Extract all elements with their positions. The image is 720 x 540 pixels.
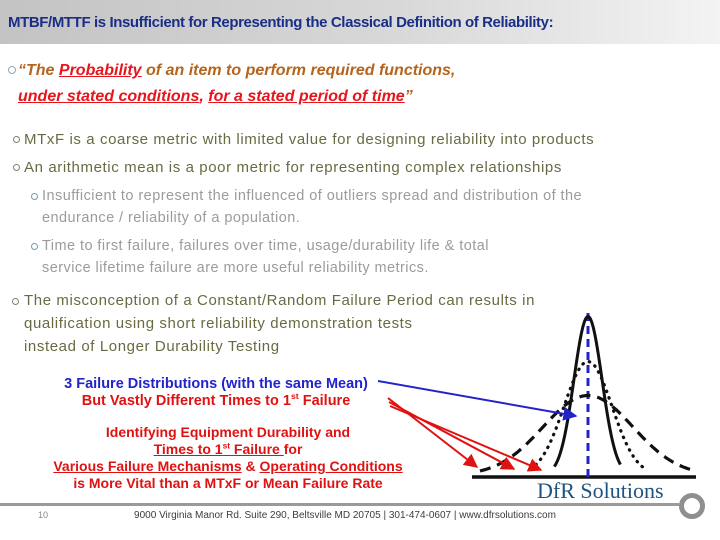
durability-statement: Identifying Equipment Durability and Tim…: [8, 424, 448, 492]
callout-same-mean: 3 Failure Distributions (with the same M…: [64, 376, 368, 392]
bullet-marker: [8, 66, 16, 74]
footer-divider: [0, 503, 679, 506]
bullet-marker: [13, 164, 20, 171]
quote-period: for a stated period of time: [208, 88, 405, 105]
quote-comma: ,: [199, 88, 209, 105]
bullet-item-insufficient-line2: endurance / reliability of a population.: [42, 210, 301, 226]
quote-probability: Probability: [58, 62, 142, 79]
distribution-callout: 3 Failure Distributions (with the same M…: [4, 376, 428, 410]
slide-title: MTBF/MTTF is Insufficient for Representi…: [8, 13, 554, 31]
durability-line2-rest: for: [283, 441, 303, 457]
callout-first-failure: But Vastly Different Times to 1st Failur…: [4, 391, 428, 410]
callout-first-failure-tail: Failure: [298, 393, 351, 409]
durability-line2: Times to 1st Failure for: [8, 441, 448, 458]
durability-line2-underlined: Times to 1st Failure: [154, 441, 284, 457]
bullet-item-time-to-first-failure-line1: Time to first failure, failures over tim…: [42, 238, 489, 254]
footer-ring-icon: [679, 493, 705, 519]
durability-line3-mechanisms: Various Failure Mechanisms: [53, 458, 242, 474]
quote-line1: “The Probability of an item to perform r…: [18, 58, 455, 84]
durability-line4: is More Vital than a MTxF or Mean Failur…: [73, 475, 383, 491]
bullet-marker: [31, 193, 38, 200]
quote-close: ”: [404, 88, 413, 105]
callout-first-failure-text: But Vastly Different Times to 1: [81, 393, 291, 409]
durability-line3-conditions: Operating Conditions: [259, 458, 403, 474]
durability-line2-post: Failure: [230, 441, 284, 457]
bullet-item-misconception-line3: instead of Longer Durability Testing: [24, 338, 280, 355]
dfr-solutions-logo: DfR Solutions: [537, 478, 664, 503]
bullet-item-misconception-line2: qualification using short reliability de…: [24, 315, 413, 332]
bullet-marker: [12, 298, 19, 305]
durability-line3: Various Failure Mechanisms & Operating C…: [8, 458, 448, 475]
quote-line2: under stated conditions, for a stated pe…: [18, 84, 455, 110]
bullet-item-arithmetic-mean: An arithmetic mean is a poor metric for …: [24, 159, 562, 176]
definition-quote: “The Probability of an item to perform r…: [18, 58, 455, 110]
durability-line3-amp: &: [241, 458, 260, 474]
bullet-item-insufficient-line1: Insufficient to represent the influenced…: [42, 188, 583, 204]
durability-line1: Identifying Equipment Durability and: [105, 424, 351, 440]
callout-first-failure-sup: st: [290, 391, 299, 402]
bullet-marker: [13, 136, 20, 143]
quote-mid: of an item to perform required functions…: [141, 62, 456, 79]
durability-line2-sup: st: [222, 440, 231, 451]
bullet-item-time-to-first-failure-line2: service lifetime failure are more useful…: [42, 260, 429, 276]
quote-conditions: under stated conditions: [18, 88, 200, 105]
bullet-item-misconception-line1: The misconception of a Constant/Random F…: [24, 292, 536, 309]
footer-address: 9000 Virginia Manor Rd. Suite 290, Belts…: [134, 510, 556, 521]
bullet-item-mtxf: MTxF is a coarse metric with limited val…: [24, 131, 595, 148]
durability-line2-pre: Times to 1: [153, 441, 223, 457]
quote-open: “The: [18, 62, 59, 79]
page-number: 10: [38, 510, 49, 520]
slide-header: MTBF/MTTF is Insufficient for Representi…: [0, 0, 720, 44]
bullet-marker: [31, 243, 38, 250]
